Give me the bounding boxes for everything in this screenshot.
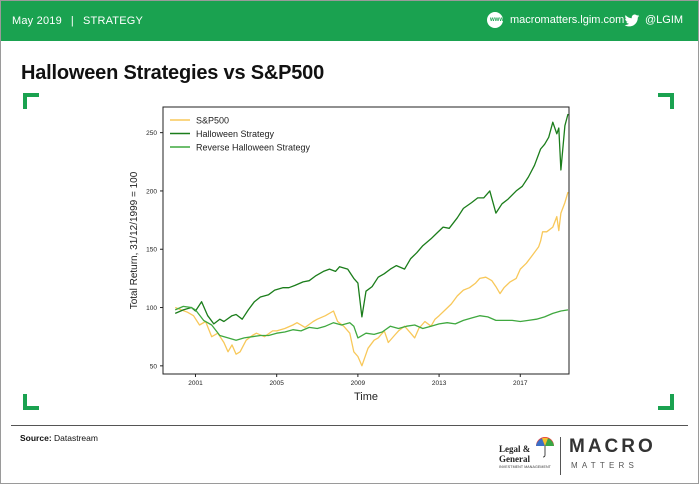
header-bar: May 2019 | STRATEGY www macromatters.lgim.… bbox=[1, 1, 698, 41]
lg-name-line1: Legal & bbox=[499, 444, 531, 454]
source-text: Datastream bbox=[54, 433, 98, 443]
brand-macro: MACRO bbox=[569, 436, 656, 457]
brand-matters: MATTERS bbox=[571, 461, 639, 470]
web-icon: www bbox=[487, 12, 504, 28]
legend-label-1: S&P500 bbox=[196, 115, 229, 125]
website-link[interactable]: macromatters.lgim.com bbox=[510, 14, 625, 26]
header-section: STRATEGY bbox=[82, 15, 144, 27]
series-line-3 bbox=[174, 305, 569, 341]
slide-title: Halloween Strategies vs S&P500 bbox=[21, 62, 325, 84]
legend-label-2: Halloween Strategy bbox=[196, 129, 275, 139]
corner-bracket-bottom-right bbox=[658, 394, 674, 410]
y-tick-label: 250 bbox=[146, 130, 157, 137]
twitter-icon[interactable] bbox=[624, 14, 640, 28]
y-axis-label: Total Return, 31/12/1999 = 100 bbox=[129, 171, 140, 309]
series-line-2 bbox=[174, 113, 569, 325]
x-tick-label: 2005 bbox=[269, 380, 284, 387]
footer-vertical-divider bbox=[560, 437, 561, 475]
source-label: Source: bbox=[20, 433, 52, 443]
corner-bracket-top-right bbox=[658, 93, 674, 109]
corner-bracket-top-left bbox=[23, 93, 39, 109]
y-tick-label: 200 bbox=[146, 188, 157, 195]
x-tick-label: 2017 bbox=[513, 380, 528, 387]
header-separator: | bbox=[70, 15, 74, 27]
line-chart: 50 100 150 200 250 2001 2005 2009 2013 2017 Time To… bbox=[129, 106, 570, 403]
source-note: Source: Datastream bbox=[20, 433, 98, 443]
header-breadcrumb: May 2019 | STRATEGY bbox=[12, 15, 143, 27]
legal-general-logo: Legal & General INVESTMENT MANAGEMENT bbox=[497, 434, 557, 476]
series-line-1 bbox=[174, 191, 569, 367]
header-date: May 2019 bbox=[12, 15, 62, 27]
y-tick-label: 50 bbox=[150, 363, 158, 370]
lg-name-line2: General bbox=[499, 454, 530, 464]
x-axis-label: Time bbox=[354, 391, 378, 403]
x-tick-label: 2009 bbox=[351, 380, 366, 387]
lg-subtitle: INVESTMENT MANAGEMENT bbox=[499, 465, 551, 469]
x-tick-label: 2001 bbox=[188, 380, 203, 387]
x-tick-label: 2013 bbox=[432, 380, 447, 387]
y-tick-label: 150 bbox=[146, 247, 157, 254]
twitter-handle[interactable]: @LGIM bbox=[645, 14, 684, 26]
plot-border bbox=[162, 106, 570, 375]
y-tick-label: 100 bbox=[146, 305, 157, 312]
umbrella-logo-icon bbox=[536, 437, 554, 458]
corner-bracket-bottom-left bbox=[23, 394, 39, 410]
footer-divider bbox=[11, 425, 688, 426]
legend-label-3: Reverse Halloween Strategy bbox=[196, 142, 311, 152]
